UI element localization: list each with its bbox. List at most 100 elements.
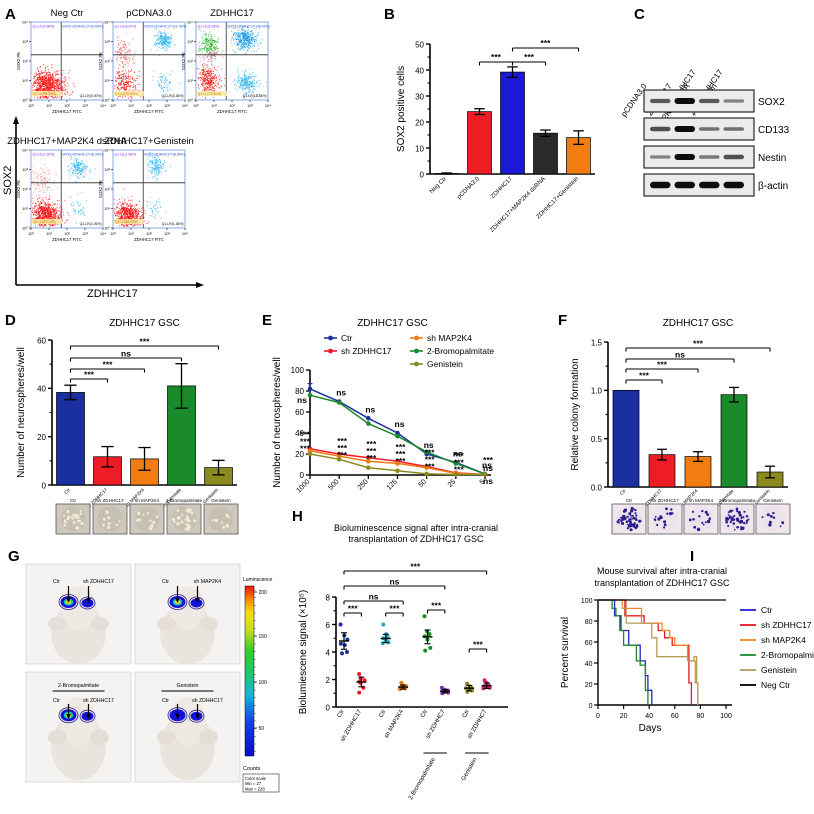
x-tick-label: 5	[479, 478, 487, 486]
svg-text:10²: 10²	[64, 103, 70, 108]
significance-label: ***	[300, 444, 311, 454]
arrow-icon	[66, 598, 71, 603]
legend-label: Ctr	[761, 605, 773, 615]
colorbar-tick: 150	[259, 634, 268, 640]
panel-b-bar-chart: 0 10 20 30 40 50 Neg Ctr pCDNA3.0 ZDHHC17ZDHHC17…	[396, 38, 595, 234]
y-tick-label: 100	[291, 366, 305, 375]
legend-label: Neg Ctr	[761, 680, 790, 690]
survival-curve	[598, 599, 693, 705]
significance-label: ns	[297, 395, 307, 405]
colorbar-info-line: Color scale	[245, 776, 267, 781]
bar	[56, 392, 85, 486]
significance-label: ***	[524, 52, 535, 62]
arrow-icon	[175, 598, 180, 603]
y-axis-label: Percent survival	[560, 617, 571, 688]
x-tick-label: 1000	[295, 478, 311, 494]
svg-text:10¹: 10¹	[211, 103, 217, 108]
legend-label: sh ZDHHC17	[341, 346, 392, 356]
significance-label: ***	[657, 360, 668, 370]
flow-y-axis-label: SOX2 PE	[16, 180, 21, 198]
panel-letter-g: G	[8, 548, 20, 565]
significance-label: ***	[425, 461, 436, 471]
chart-title-line1: Mouse survival after intra-cranial	[597, 566, 727, 576]
quadrant-ll-label: Q1-LL(88.00%)	[115, 220, 138, 224]
y-tick-label: 60	[295, 408, 304, 417]
panel-letter-c: C	[634, 6, 645, 23]
flow-plot-3	[29, 149, 104, 230]
svg-text:10¹: 10¹	[46, 231, 52, 236]
well-label: Ctr	[626, 498, 633, 503]
quadrant-ul-label: Q1-UL(8.02%)	[115, 25, 137, 29]
y-tick-label: 60	[585, 640, 593, 647]
significance-label: ***	[639, 371, 650, 381]
quadrant-ur-label: SOX2+ZDHHC17+(49.42%)	[227, 25, 269, 29]
svg-text:10¹: 10¹	[187, 78, 193, 83]
colorbar-tick: 100	[259, 680, 268, 686]
y-tick-label: 0	[589, 703, 593, 710]
x-tick-label: Neg Ctr	[429, 176, 448, 195]
quadrant-ur-label: SOX2+ZDHHC17+(0.03%)	[62, 25, 103, 29]
panel-letter-b: B	[384, 6, 395, 23]
data-point	[342, 643, 347, 648]
legend-label: Genistein	[761, 665, 797, 675]
mouse-group-label: 2-Bromopalmitate	[58, 683, 99, 689]
panel-d-bar-chart: 0 20 40 60 Ctr sh ZDHHC17 sh MAP2K4 2-Bromopalm…	[16, 318, 239, 535]
panel-h-scatter-chart: 0 2 4 6 8 Biolumiescene signal (×10⁵) Biolumin…	[298, 523, 508, 801]
mouse-sample-label: sh ZDHHC17	[83, 698, 114, 704]
significance-label: ***	[396, 456, 407, 466]
significance-label: ***	[337, 450, 348, 460]
flow-plot-0	[29, 21, 104, 102]
panel-letter-f: F	[558, 312, 568, 329]
y-tick-label: 20	[415, 118, 424, 127]
blot-band	[674, 98, 695, 104]
significance-label: ***	[300, 437, 311, 447]
y-tick-label: 30	[415, 92, 424, 101]
quadrant-ul-label: Q1-UL(8.18%)	[198, 25, 220, 29]
legend-label: sh ZDHHC17	[761, 620, 812, 630]
luminescence-colorbar	[244, 585, 255, 757]
survival-curve	[598, 599, 649, 705]
significance-label: ***	[454, 458, 465, 468]
y-tick-label: 1.0	[591, 387, 603, 396]
y-tick-label: 1.5	[591, 338, 603, 347]
significance-label: ***	[366, 453, 377, 463]
data-point	[453, 472, 459, 477]
svg-text:10⁴: 10⁴	[187, 20, 193, 25]
significance-label: ns	[395, 419, 405, 429]
blot-band	[723, 181, 744, 189]
blot-band	[723, 127, 744, 131]
svg-text:10⁰: 10⁰	[28, 103, 34, 108]
data-point	[453, 461, 459, 466]
svg-text:10¹: 10¹	[104, 78, 110, 83]
significance-label: ***	[483, 455, 494, 465]
chart-title-line2: transplantation of ZDHHC17 GSC	[594, 578, 730, 588]
significance-label: ***	[366, 439, 377, 449]
legend-label: sh MAP2K4	[427, 333, 472, 343]
blot-band	[650, 155, 671, 159]
y-tick-label: 40	[415, 66, 424, 75]
x-tick-label: 0	[596, 713, 600, 720]
data-point	[395, 430, 400, 436]
data-point	[336, 400, 342, 405]
svg-text:10³: 10³	[247, 103, 253, 108]
well-label: 2-Bromopalmitate	[719, 498, 756, 503]
mouse-sample-label: sh ZDHHC17	[192, 698, 223, 704]
significance-label: ns	[369, 592, 379, 602]
x-tick-label: 500	[327, 478, 340, 491]
mouse-sample-label: sh MAP2K4	[194, 579, 222, 585]
significance-label: ***	[425, 454, 436, 464]
svg-text:10⁴: 10⁴	[182, 103, 188, 108]
chart-title: ZDHHC17 GSC	[109, 318, 180, 329]
x-tick-label: Ctr	[462, 709, 471, 719]
svg-text:10³: 10³	[164, 103, 170, 108]
y-tick-label: 0	[300, 471, 305, 480]
legend-label: Genistein	[427, 359, 463, 369]
significance-label: ***	[410, 562, 421, 572]
significance-label: ns	[453, 448, 463, 458]
y-tick-label: 60	[37, 336, 46, 345]
svg-text:10³: 10³	[82, 231, 88, 236]
colorbar-info-line: Min = 27	[245, 781, 262, 786]
y-tick-label: 0.5	[591, 435, 603, 444]
svg-text:10⁰: 10⁰	[104, 98, 110, 103]
